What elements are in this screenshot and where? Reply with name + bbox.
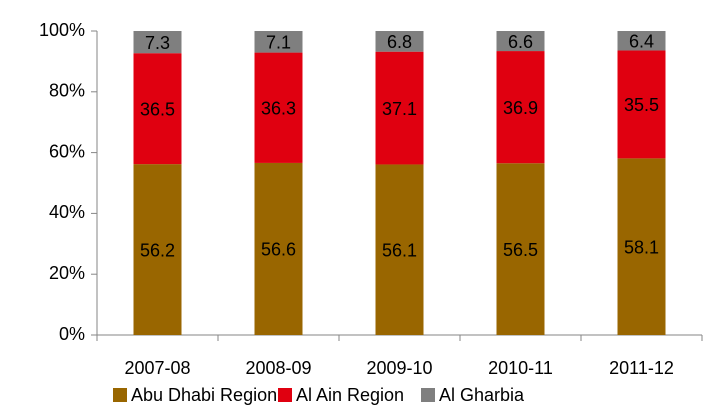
legend-label: Al Gharbia: [439, 385, 525, 405]
bar-segment: [254, 52, 303, 163]
y-tick-label: 80%: [49, 81, 85, 101]
x-tick-label: 2011-12: [609, 358, 674, 378]
legend-swatch: [421, 388, 435, 402]
legend-label: Abu Dhabi Region: [131, 385, 277, 405]
data-label: 36.9: [503, 98, 538, 118]
y-tick-label: 60%: [49, 141, 85, 161]
data-label: 56.5: [503, 240, 538, 260]
y-tick-label: 0%: [59, 324, 85, 344]
legend-swatch: [113, 388, 127, 402]
x-tick-label: 2007-08: [124, 358, 190, 378]
bar-segment: [375, 31, 424, 52]
bar-segment: [617, 50, 666, 159]
x-tick-label: 2009-10: [366, 358, 432, 378]
data-label: 56.2: [140, 240, 175, 260]
y-tick-label: 100%: [39, 20, 85, 40]
x-tick-label: 2008-09: [245, 358, 311, 378]
legend-swatch: [278, 388, 292, 402]
data-label: 36.3: [261, 99, 296, 119]
bar-segment: [496, 163, 545, 335]
data-label: 7.1: [266, 33, 291, 53]
x-tick-label: 2010-11: [488, 358, 553, 378]
data-label: 35.5: [624, 95, 659, 115]
data-label: 36.5: [140, 99, 175, 119]
bar-segment: [133, 53, 182, 165]
bar-segment: [496, 31, 545, 52]
y-tick-label: 20%: [49, 263, 85, 283]
data-label: 6.6: [508, 32, 533, 52]
bar-segment: [617, 158, 666, 335]
data-label: 37.1: [382, 99, 417, 119]
bar-segment: [375, 164, 424, 335]
data-label: 6.4: [629, 31, 654, 51]
bar-segment: [375, 51, 424, 165]
legend-label: Al Ain Region: [296, 385, 404, 405]
bar-segment: [496, 51, 545, 164]
data-label: 56.6: [261, 240, 296, 260]
data-label: 56.1: [382, 240, 417, 260]
data-label: 58.1: [624, 237, 659, 257]
bar-segment: [617, 31, 666, 51]
bar-segment: [133, 164, 182, 335]
bar-segment: [133, 31, 182, 54]
bar-segment: [254, 162, 303, 335]
y-tick-label: 40%: [49, 202, 85, 222]
data-label: 7.3: [145, 33, 170, 53]
data-label: 6.8: [387, 32, 412, 52]
bar-segment: [254, 31, 303, 53]
